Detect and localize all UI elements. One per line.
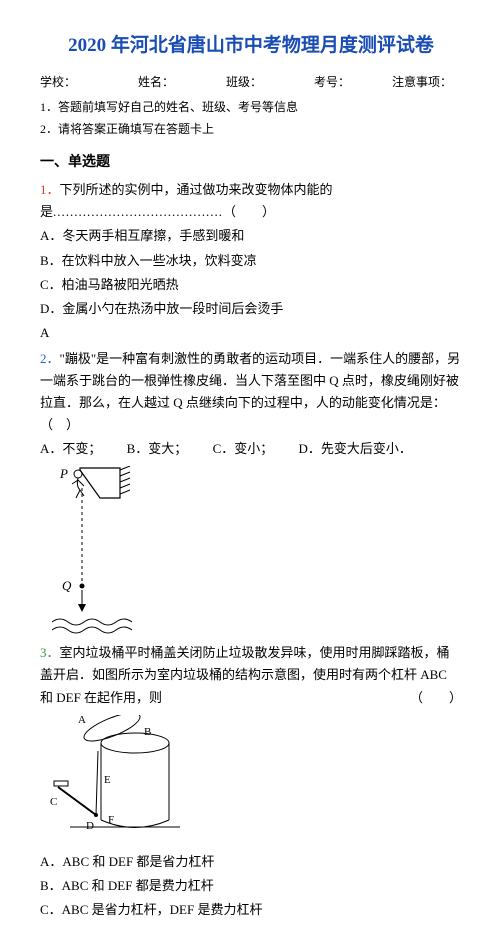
question-2: 2．"蹦极"是一种富有刺激性的勇敢者的运动项目．一端系住人的腰部，另一端系于跳台… xyxy=(40,348,462,636)
q3-num: 3． xyxy=(40,645,60,660)
q3-opt-c: C．ABC 是省力杠杆，DEF 是费力杠杆 xyxy=(40,899,462,921)
note-1: 1．答题前填写好自己的姓名、班级、考号等信息 xyxy=(40,97,462,117)
q3-label-c: C xyxy=(50,796,57,808)
note-2: 2．请将答案正确填写在答题卡上 xyxy=(40,119,462,139)
q1-paren: （ ） xyxy=(223,204,275,219)
q1-num: 1． xyxy=(40,182,60,197)
q3-opt-a: A．ABC 和 DEF 都是省力杠杆 xyxy=(40,851,462,873)
q3-paren: （ ） xyxy=(410,687,462,709)
q3-opt-b: B．ABC 和 DEF 都是费力杠杆 xyxy=(40,875,462,897)
name-label: 姓名： xyxy=(138,72,223,92)
q3-label-f: F xyxy=(108,814,114,826)
school-label: 学校： xyxy=(40,72,135,92)
q1-opt-b: B．在饮料中放入一些冰块，饮料变凉 xyxy=(40,250,462,272)
section-title: 一、单选题 xyxy=(40,151,462,175)
question-3: 3．室内垃圾桶平时桶盖关闭防止垃圾散发异味，使用时用脚踩踏板，桶盖开启．如图所示… xyxy=(40,642,462,921)
exam-title: 2020 年河北省唐山市中考物理月度测评试卷 xyxy=(40,30,462,62)
q1-opt-c: C．柏油马路被阳光晒热 xyxy=(40,274,462,296)
attention-label: 注意事项： xyxy=(392,72,452,92)
q2-opt-d: D．先变大后变小． xyxy=(298,438,411,460)
q1-opt-a: A．冬天两手相互摩擦，手感到暖和 xyxy=(40,225,462,247)
q3-label-d: D xyxy=(86,820,94,832)
q2-stem: "蹦极"是一种富有刺激性的勇敢者的运动项目．一端系住人的腰部，另一端系于跳台的一… xyxy=(40,351,460,432)
q2-label-p: P xyxy=(59,466,68,481)
q3-label-b: B xyxy=(144,726,151,738)
q3-stem: 室内垃圾桶平时桶盖关闭防止垃圾散发异味，使用时用脚踩踏板，桶盖开启．如图所示为室… xyxy=(40,645,450,704)
class-label: 班级： xyxy=(226,72,311,92)
q1-opt-d: D．金属小勺在热汤中放一段时间后会烫手 xyxy=(40,298,462,320)
meta-row: 学校： 姓名： 班级： 考号： 注意事项： xyxy=(40,72,462,92)
q2-opt-c: C．变小； xyxy=(213,438,274,460)
question-1: 1．下列所述的实例中，通过做功来改变物体内能的是................… xyxy=(40,179,462,344)
q2-num: 2． xyxy=(40,351,60,366)
q1-answer: A xyxy=(40,322,462,344)
q1-dots: ........................................ xyxy=(53,204,223,219)
q2-label-q: Q xyxy=(62,578,72,593)
q3-label-e: E xyxy=(104,774,111,786)
examno-label: 考号： xyxy=(314,72,389,92)
q2-figure: P Q xyxy=(50,466,462,636)
q3-figure: A B C D E F xyxy=(50,715,462,845)
q2-options: A．不变； B．变大； C．变小； D．先变大后变小． xyxy=(40,438,462,460)
q3-label-a: A xyxy=(78,715,86,726)
q2-opt-b: B．变大； xyxy=(127,438,188,460)
q2-opt-a: A．不变； xyxy=(40,438,101,460)
